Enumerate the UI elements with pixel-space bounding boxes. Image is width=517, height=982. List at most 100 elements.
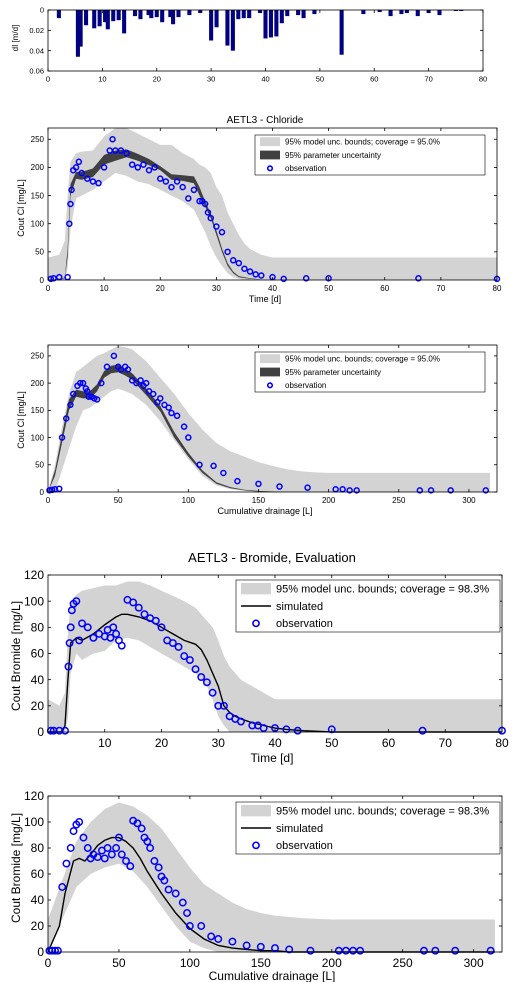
cl_drain-axes-box <box>47 344 498 493</box>
cl_time-observation-point <box>190 186 198 194</box>
br_drain-observation-point <box>306 946 315 955</box>
cl_drain-observation-point <box>234 477 241 485</box>
br_time-ytick-label: 20 <box>31 699 45 713</box>
br_drain-xtick-label: 100 <box>180 956 200 970</box>
cl_drain-observation-point <box>137 377 144 384</box>
cl_time-observation-point <box>128 161 136 168</box>
br_time-xtick-label: 30 <box>212 736 226 750</box>
rain-bar <box>198 10 203 14</box>
cl_drain-ytick-label: 100 <box>31 433 45 442</box>
cl_time-ytick-label: 200 <box>31 163 45 172</box>
chloride-drainage-chart: Cumulative drainage [L] Cout Cl [mg/L] 0… <box>16 344 498 516</box>
br_time-observation-point <box>61 726 69 735</box>
br_drain-xtick-label: 300 <box>464 956 484 970</box>
br_time-xtick-label: 20 <box>155 736 169 750</box>
br_time-observation-point <box>157 623 166 632</box>
br_time-xtick-label: 70 <box>439 736 453 750</box>
br_drain-observation-point <box>83 844 92 852</box>
cl_time-legend-box <box>254 134 486 176</box>
cl_time-ytick-label: 0 <box>40 276 45 285</box>
br_drain-observation-point <box>103 844 112 852</box>
rain-bar <box>149 10 154 19</box>
rain-bar <box>274 10 279 37</box>
cl_time-observation-point <box>325 275 332 282</box>
rain-bar <box>312 10 317 15</box>
rain-bar <box>105 10 110 30</box>
br_drain-xtick-label: 50 <box>112 956 126 970</box>
rain-bar <box>279 10 284 24</box>
br_drain-xtick-label: 200 <box>322 956 342 970</box>
br_drain-observation-point <box>100 854 109 863</box>
br_time-observation-point <box>180 652 189 661</box>
rain-bar <box>168 10 173 18</box>
br_time-xtick-label: 40 <box>268 736 282 750</box>
br_time-observation-point <box>106 633 115 642</box>
cl_drain-observation-point <box>210 462 217 470</box>
cl_drain-observation-point <box>110 352 118 360</box>
rain-ytick-label: 0.04 <box>29 46 44 55</box>
rain-bar <box>285 10 290 17</box>
rain-bar <box>301 10 306 19</box>
br_time-xtick-label: 50 <box>325 736 339 750</box>
rain-bar <box>122 10 127 34</box>
br_drain-uncertainty-band <box>48 802 495 952</box>
rain-bar <box>116 10 121 21</box>
rain-xtick-label: 70 <box>424 75 432 84</box>
cl-drain-ylabel: Cout Cl [mg/L] <box>16 391 26 449</box>
cl_time-observation-point <box>229 257 237 264</box>
chloride-title: AETL3 - Chloride <box>227 115 304 126</box>
cl_time-observation-point <box>218 228 226 236</box>
rain-bar <box>241 10 246 19</box>
br_drain-observation-point <box>150 857 159 865</box>
br_time-observation-point <box>208 688 217 697</box>
cl_time-observation-point <box>235 259 243 267</box>
br_time-observation-point <box>112 629 121 638</box>
cl_time-observation-point <box>68 186 75 194</box>
br_drain-observation-point <box>420 946 428 955</box>
br_drain-legend-label: 95% model unc. bounds; coverage = 98.3% <box>276 806 489 818</box>
cl_time-observation-point <box>72 164 80 171</box>
br_time-observation-point <box>168 639 177 647</box>
cl_drain-ytick-label: 150 <box>31 406 45 415</box>
rain-bar <box>263 10 268 39</box>
rain-bar <box>361 10 366 15</box>
cl_drain-legend-swatch-param <box>260 367 280 377</box>
br_drain-observation-point <box>117 850 126 859</box>
br_time-observation-point <box>140 610 149 619</box>
br_drain-observation-point <box>69 827 78 836</box>
rain-xtick-label: 80 <box>479 75 487 84</box>
cl_drain-observation-point <box>353 487 360 494</box>
rain-bar <box>209 10 214 41</box>
br_drain-observation-point <box>154 863 163 872</box>
br_time-legend-swatch-observation <box>252 619 260 628</box>
br_drain-observation-point <box>93 853 102 862</box>
cl_time-observation-point <box>302 275 310 282</box>
br_time-observation-point <box>293 726 302 735</box>
cl_time-xtick-label: 60 <box>380 284 389 293</box>
cl_drain-xtick-label: 150 <box>252 496 266 505</box>
rain-xtick-label: 20 <box>153 75 161 84</box>
rain-bar <box>171 10 176 25</box>
cl_time-observation-point <box>173 178 181 185</box>
cl_time-observation-point <box>207 214 215 222</box>
br_drain-xtick-label: 0 <box>45 956 52 970</box>
cl_time-observation-point <box>196 197 203 205</box>
br_drain-observation-point <box>164 885 173 894</box>
rain-bar <box>388 10 393 17</box>
br_drain-ytick-label: 0 <box>37 945 44 959</box>
rain-bar <box>399 10 404 15</box>
cl_time-observation-point <box>246 268 254 275</box>
cl_drain-observation-point <box>196 461 203 469</box>
cl-time-ylabel: Cout Cl [mg/L] <box>16 179 26 237</box>
br_drain-observation-point <box>107 850 116 859</box>
br_drain-ytick-label: 100 <box>24 815 44 829</box>
br_drain-observation-point <box>160 876 169 885</box>
cl_drain-legend-swatch-band <box>260 354 280 364</box>
rain-xtick-label: 40 <box>261 75 269 84</box>
br_time-legend-box <box>235 579 501 633</box>
br_time-xtick-label: 80 <box>495 736 509 750</box>
cl_time-observation-point <box>50 275 57 282</box>
br_time-uncertainty-band <box>48 581 502 732</box>
br_time-observation-point <box>202 678 211 687</box>
rain-bar <box>111 10 116 22</box>
